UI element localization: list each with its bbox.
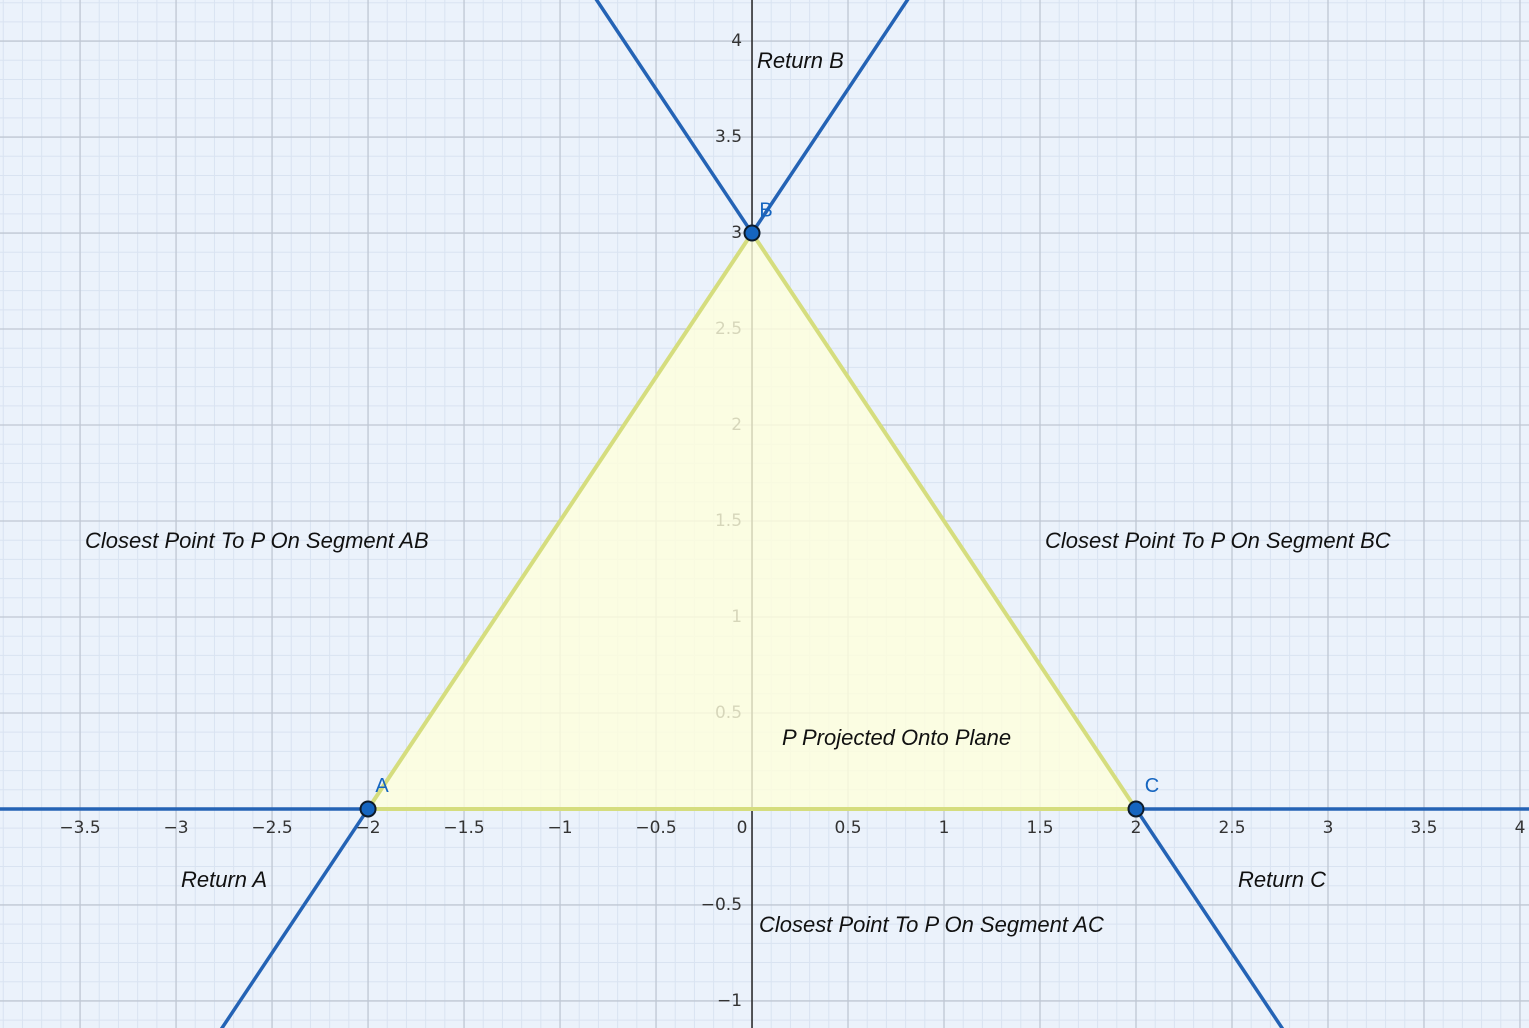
region-label: Return B	[757, 48, 844, 73]
point-label: A	[375, 775, 389, 797]
ray	[750, 0, 910, 235]
x-tick-label: 4	[1515, 818, 1526, 838]
x-tick-label: 1	[939, 818, 950, 838]
region-label: Return A	[181, 867, 267, 892]
y-tick-label: 4	[731, 31, 742, 51]
x-tick-label: 3	[1323, 818, 1334, 838]
labels: Return B Closest Point To P On Segment A…	[85, 48, 1391, 937]
region-label: Return C	[1238, 867, 1326, 892]
ray	[594, 0, 754, 235]
x-tick-label: −3.5	[59, 818, 100, 838]
region-label: Closest Point To P On Segment AB	[85, 528, 429, 553]
y-tick-label: −0.5	[701, 895, 742, 915]
point-label: B	[759, 199, 772, 221]
x-tick-label: −2	[356, 818, 381, 838]
x-tick-label: −1	[548, 818, 573, 838]
x-tick-label: −1.5	[443, 818, 484, 838]
x-tick-label: 0.5	[834, 818, 861, 838]
x-tick-label: 3.5	[1410, 818, 1437, 838]
x-tick-label: 0	[737, 818, 748, 838]
point-label: C	[1145, 775, 1159, 797]
point	[743, 224, 761, 242]
ray	[219, 807, 370, 1028]
ray	[1134, 807, 1285, 1028]
point	[1127, 800, 1145, 818]
y-tick-label: 3.5	[715, 127, 742, 147]
point	[359, 800, 377, 818]
x-tick-label: 2	[1131, 818, 1142, 838]
region-label: Closest Point To P On Segment BC	[1045, 528, 1391, 553]
x-tick-label: −3	[164, 818, 189, 838]
region-label: P Projected Onto Plane	[782, 725, 1011, 750]
triangle	[364, 229, 1140, 811]
region-label: Closest Point To P On Segment AC	[759, 912, 1104, 937]
x-tick-label: −2.5	[251, 818, 292, 838]
x-tick-label: −0.5	[635, 818, 676, 838]
x-tick-label: 1.5	[1026, 818, 1053, 838]
y-tick-label: 3	[731, 223, 742, 243]
y-tick-label: −1	[717, 991, 742, 1011]
x-tick-label: 2.5	[1218, 818, 1245, 838]
